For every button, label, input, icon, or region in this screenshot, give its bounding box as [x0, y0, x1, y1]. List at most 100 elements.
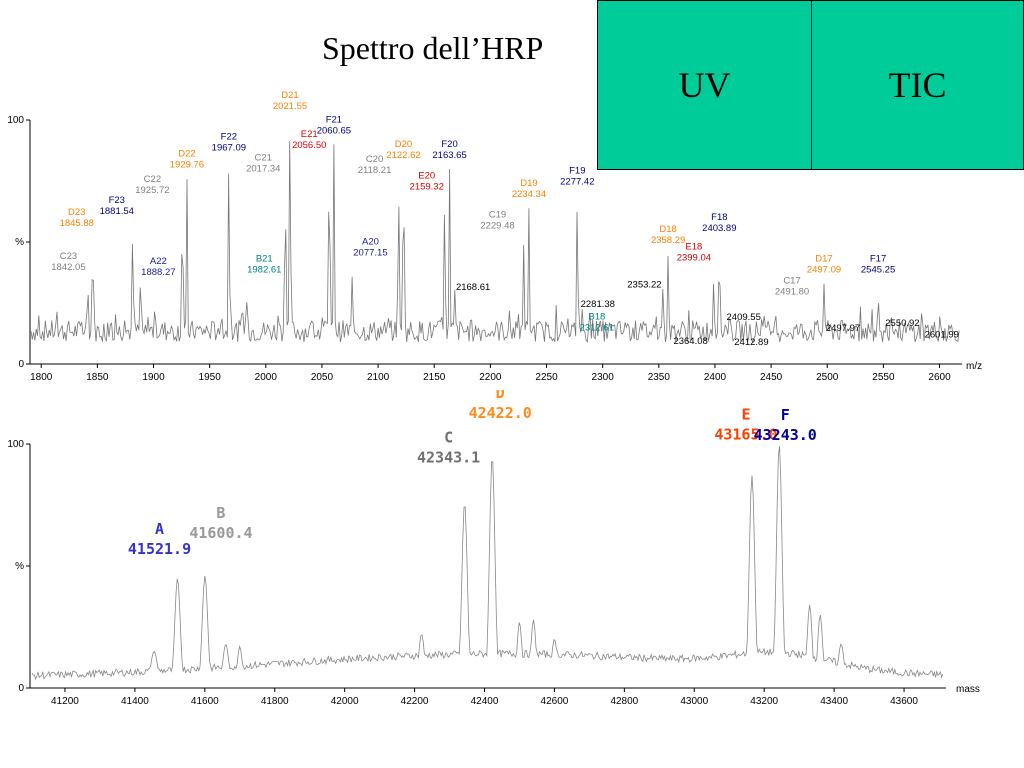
peak-value-label: 2399.04	[677, 252, 711, 263]
x-tick-label: 41600	[191, 696, 219, 707]
peak-value-label: 1881.54	[100, 206, 134, 217]
peak-name-label: D21	[281, 90, 298, 101]
peak-name-label: D20	[395, 139, 412, 150]
peak-value-label: 2281.38	[581, 299, 615, 310]
ms-spectrum-chart: 0% 100 1800 1850 1900 1950 2000 2050 2100 2150 220…	[7, 90, 982, 383]
x-tick-label: 2450	[760, 372, 783, 383]
peak-value-label: 2229.48	[480, 221, 514, 232]
peak-value-label: 2118.21	[358, 165, 392, 176]
peak-value-label: 1845.88	[60, 218, 94, 229]
mass-trace	[31, 446, 944, 681]
peak-name-label: D23	[68, 207, 85, 218]
x-tick-label: 42600	[541, 696, 569, 707]
mass-peak-letter: F	[781, 406, 790, 424]
peak-value-label: 2017.34	[246, 163, 280, 174]
peak-value-label: 2497.97	[826, 323, 860, 334]
peak-value-label: 1982.61	[247, 264, 281, 275]
peak-value-label: 2358.29	[651, 235, 685, 246]
peak-value-label: 2056.50	[292, 140, 326, 151]
y-tick-label: 0	[18, 683, 24, 694]
x-axis-label: mass	[956, 684, 980, 695]
peak-name-label: B18	[588, 311, 605, 322]
peak-name-label: C22	[144, 174, 161, 185]
peak-value-label: 2403.89	[702, 223, 736, 234]
x-tick-label: 2400	[704, 372, 727, 383]
mass-peak-letter: B	[216, 504, 225, 522]
peak-name-label: D22	[178, 149, 195, 160]
mass-peak-value: 41600.4	[189, 524, 252, 542]
peak-name-label: C21	[255, 152, 272, 163]
peak-value-label: 2601.99	[925, 330, 959, 341]
x-tick-label: 1950	[199, 372, 222, 383]
peak-value-label: 2168.61	[456, 282, 490, 293]
x-tick-label: 42000	[331, 696, 359, 707]
peak-name-label: F23	[109, 195, 125, 206]
x-axis-label: m/z	[966, 361, 982, 372]
peak-name-label: F21	[326, 114, 342, 125]
peak-name-label: C17	[783, 275, 800, 286]
y-tick-label: 0	[18, 359, 24, 370]
mass-peak-value: 43165.0	[714, 426, 777, 444]
peak-value-label: 2163.65	[432, 150, 466, 161]
y-tick-label: 100	[7, 439, 24, 450]
x-tick-label: 43400	[820, 696, 848, 707]
mass-peak-value: 42343.1	[417, 449, 480, 467]
peak-value-label: 2077.15	[353, 247, 387, 258]
x-tick-label: 41400	[121, 696, 149, 707]
x-tick-label: 42200	[401, 696, 429, 707]
mass-peak-letter: E	[741, 406, 750, 424]
peak-value-label: 2159.32	[410, 182, 444, 193]
peak-value-label: 2122.62	[386, 150, 420, 161]
peak-name-label: C23	[60, 251, 77, 262]
peak-value-label: 2312.61	[580, 322, 614, 333]
peak-value-label: 2234.34	[512, 189, 546, 200]
x-tick-label: 1850	[86, 372, 109, 383]
slide-title: Spettro dell’HRP	[322, 30, 544, 66]
peak-name-label: C20	[366, 154, 383, 165]
x-tick-label: 2600	[928, 372, 951, 383]
mass-peak-letter: D	[496, 390, 505, 402]
peak-name-label: D17	[815, 253, 832, 264]
peak-value-label: 1925.72	[135, 185, 169, 196]
peak-name-label: F18	[711, 212, 727, 223]
x-tick-label: 2500	[816, 372, 839, 383]
spectrum-trace	[30, 141, 960, 344]
y-tick-label: %	[15, 561, 24, 572]
peak-value-label: 2409.55	[727, 312, 761, 323]
peak-value-label: 2364.08	[673, 336, 707, 347]
x-tick-label: 1800	[30, 372, 53, 383]
peak-value-label: 2412.89	[734, 337, 768, 348]
mass-peak-value: 41521.9	[128, 540, 191, 558]
peak-value-label: 1888.27	[141, 267, 175, 278]
x-tick-label: 42800	[610, 696, 638, 707]
x-tick-label: 42400	[471, 696, 499, 707]
deconvoluted-mass-chart: 0% 100 41200 41400 41600 41800 42000 42200 42400…	[7, 390, 980, 707]
peak-value-label: 2021.55	[273, 101, 307, 112]
peak-value-label: 1929.76	[170, 160, 204, 171]
peak-value-label: 2545.25	[861, 264, 895, 275]
x-tick-label: 2200	[479, 372, 502, 383]
peak-value-label: 1967.09	[212, 142, 246, 153]
peak-name-label: D18	[659, 224, 676, 235]
mass-peak-letter: C	[444, 429, 453, 447]
y-tick-label: 100	[7, 115, 24, 126]
peak-value-label: 2277.42	[560, 177, 594, 188]
x-tick-label: 2000	[255, 372, 278, 383]
x-tick-label: 43000	[680, 696, 708, 707]
y-tick-label: %	[15, 237, 24, 248]
peak-value-label: 2491.80	[775, 286, 809, 297]
mass-peak-value: 42422.0	[469, 404, 532, 422]
peak-name-label: C19	[489, 210, 506, 221]
x-tick-label: 2150	[423, 372, 446, 383]
mass-peak-value: 43243.0	[754, 426, 817, 444]
x-tick-label: 2100	[367, 372, 390, 383]
peak-value-label: 1842.05	[51, 262, 85, 273]
peak-name-label: E18	[685, 241, 702, 252]
x-tick-label: 1900	[142, 372, 165, 383]
x-tick-label: 43600	[890, 696, 918, 707]
peak-name-label: D19	[520, 178, 537, 189]
x-tick-label: 2250	[535, 372, 558, 383]
peak-name-label: B21	[256, 253, 273, 264]
uv-box[interactable]: UV	[597, 0, 812, 170]
peak-name-label: F19	[569, 166, 585, 177]
